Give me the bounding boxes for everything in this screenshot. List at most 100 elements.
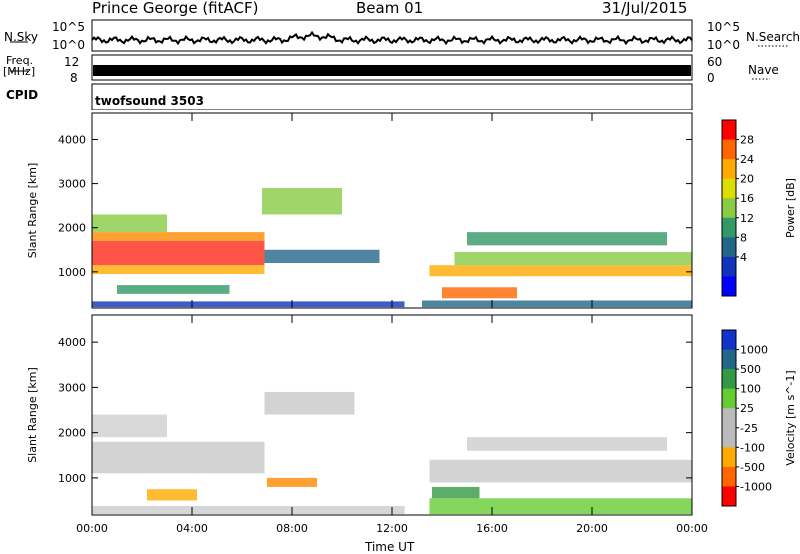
velocity-colorbar-tick-label-0: 1000 bbox=[740, 344, 768, 357]
velocity-xtick-label-6: 00:00 bbox=[676, 522, 708, 535]
power-ylabel: Slant Range [km] bbox=[26, 163, 39, 259]
power-ytick-label-2: 3000 bbox=[58, 178, 86, 191]
nave-label: Nave bbox=[748, 63, 779, 77]
power-echo-region-1 bbox=[92, 265, 265, 275]
nave-tick-low: 0 bbox=[707, 71, 715, 85]
panel-velocity: 1000 2000 3000 4000 Slant Range [km] 00:00 04:… bbox=[26, 314, 797, 535]
cpid-label: CPID bbox=[6, 88, 39, 102]
power-echo-region-5 bbox=[262, 188, 342, 215]
power-colorbar-segment-0 bbox=[722, 120, 736, 141]
nsky-strip-frame bbox=[91, 19, 693, 52]
velocity-colorbar-tick-label-1: 500 bbox=[740, 363, 761, 376]
station-title: Prince George (fitACF) bbox=[92, 0, 259, 17]
velocity-xtick-label-4: 16:00 bbox=[476, 522, 508, 535]
velocity-colorbar-tick-label-2: 100 bbox=[740, 383, 761, 396]
power-plot-frame bbox=[91, 112, 693, 309]
nsearch-tick-high: 10^5 bbox=[707, 20, 740, 34]
panel-power: 1000 2000 3000 4000 Slant Range [km] 28 24 20 16… bbox=[26, 112, 797, 309]
velocity-ytick-label-0: 1000 bbox=[58, 472, 86, 485]
power-colorbar-tick-label-2: 20 bbox=[740, 173, 754, 186]
velocity-colorbar-segment-6 bbox=[722, 447, 736, 468]
velocity-xtick-label-2: 08:00 bbox=[276, 522, 308, 535]
power-colorbar-segment-3 bbox=[722, 178, 736, 199]
power-echo-region-0 bbox=[92, 240, 265, 266]
power-echo-region-7 bbox=[92, 301, 405, 308]
velocity-colorbar-tick-label-7: -1000 bbox=[740, 480, 772, 493]
nsky-label: N.Sky bbox=[4, 30, 39, 44]
nsearch-tick-low: 10^0 bbox=[707, 38, 740, 52]
power-colorbar-segment-6 bbox=[722, 237, 736, 258]
beam-title: Beam 01 bbox=[356, 0, 424, 17]
freq-strip-frame bbox=[91, 54, 693, 81]
velocity-echo-region-5 bbox=[92, 505, 405, 515]
power-colorbar-tick-label-4: 12 bbox=[740, 212, 754, 225]
power-colorbar-segment-8 bbox=[722, 276, 736, 297]
power-colorbar-segment-7 bbox=[722, 256, 736, 277]
freq-tick-low: 8 bbox=[70, 71, 78, 85]
power-ytick-label-1: 2000 bbox=[58, 222, 86, 235]
freq-label: Freq. bbox=[6, 54, 34, 67]
nave-tick-high: 60 bbox=[707, 55, 723, 69]
power-colorbar-tick-label-6: 4 bbox=[740, 251, 747, 264]
power-colorbar-segment-1 bbox=[722, 139, 736, 160]
velocity-echo-region-9 bbox=[432, 486, 480, 499]
nsky-tick-low: 10^0 bbox=[52, 38, 85, 52]
velocity-echo-region-1 bbox=[92, 414, 167, 438]
power-colorbar-tick-label-0: 28 bbox=[740, 134, 754, 147]
power-ytick-label-3: 4000 bbox=[58, 133, 86, 146]
cpid-value: twofsound 3503 bbox=[95, 94, 204, 108]
power-colorbar-tick-label-1: 24 bbox=[740, 153, 754, 166]
velocity-plot-frame bbox=[91, 314, 693, 516]
velocity-colorbar-segment-0 bbox=[722, 330, 736, 351]
velocity-echo-region-3 bbox=[147, 489, 197, 501]
velocity-echo-region-2 bbox=[264, 391, 355, 415]
velocity-colorbar-segment-5 bbox=[722, 427, 736, 448]
power-colorbar-tick-label-3: 16 bbox=[740, 192, 754, 205]
power-echo-region-12 bbox=[422, 300, 692, 308]
nsky-strip-panel bbox=[10, 19, 788, 110]
date-title: 31/Jul/2015 bbox=[602, 0, 688, 17]
velocity-ytick-label-1: 2000 bbox=[58, 427, 86, 440]
power-colorbar-segment-4 bbox=[722, 198, 736, 219]
velocity-colorbar-segment-2 bbox=[722, 369, 736, 390]
velocity-colorbar-frame bbox=[721, 329, 737, 507]
velocity-xtick-label-5: 20:00 bbox=[576, 522, 608, 535]
velocity-colorbar-segment-1 bbox=[722, 349, 736, 370]
velocity-echo-region-0 bbox=[92, 441, 265, 474]
power-echo-region-3 bbox=[92, 214, 167, 233]
velocity-echo-region-4 bbox=[267, 477, 317, 487]
velocity-ytick-label-3: 4000 bbox=[58, 336, 86, 349]
velocity-colorbar-segment-7 bbox=[722, 466, 736, 487]
velocity-echo-region-7 bbox=[467, 437, 667, 451]
velocity-colorbar-tick-label-5: -100 bbox=[740, 441, 765, 454]
velocity-colorbar-tick-label-4: -25 bbox=[740, 422, 758, 435]
power-echo-region-2 bbox=[92, 232, 265, 241]
power-echo-region-6 bbox=[117, 285, 230, 294]
velocity-ylabel: Slant Range [km] bbox=[26, 367, 39, 463]
velocity-colorbar-segment-4 bbox=[722, 408, 736, 429]
power-echo-region-4 bbox=[264, 249, 380, 263]
cpid-strip-frame bbox=[91, 83, 693, 110]
power-ytick-label-0: 1000 bbox=[58, 266, 86, 279]
power-colorbar-segment-2 bbox=[722, 159, 736, 180]
power-colorbar-segment-5 bbox=[722, 217, 736, 238]
velocity-ytick-label-2: 3000 bbox=[58, 381, 86, 394]
nsky-tick-high: 10^5 bbox=[52, 20, 85, 34]
freq-tick-high: 12 bbox=[64, 55, 80, 69]
power-echo-region-11 bbox=[442, 287, 517, 299]
nsearch-label: N.Search bbox=[746, 30, 800, 44]
velocity-colorbar-segment-8 bbox=[722, 486, 736, 507]
power-echo-region-10 bbox=[467, 232, 667, 246]
velocity-echo-region-8 bbox=[429, 498, 692, 515]
nsky-trace bbox=[91, 30, 693, 46]
velocity-echo-region-6 bbox=[429, 459, 692, 483]
power-echo-region-9 bbox=[454, 251, 692, 266]
velocity-colorbar-tick-label-6: -500 bbox=[740, 461, 765, 474]
velocity-colorbar-tick-label-3: 25 bbox=[740, 402, 754, 415]
velocity-colorbar-label: Velocity [m s^-1] bbox=[784, 370, 797, 465]
freq-nave-band bbox=[93, 65, 691, 76]
velocity-xtick-label-3: 12:00 bbox=[376, 522, 408, 535]
power-colorbar-label: Power [dB] bbox=[784, 178, 797, 238]
velocity-xtick-label-1: 04:00 bbox=[176, 522, 208, 535]
